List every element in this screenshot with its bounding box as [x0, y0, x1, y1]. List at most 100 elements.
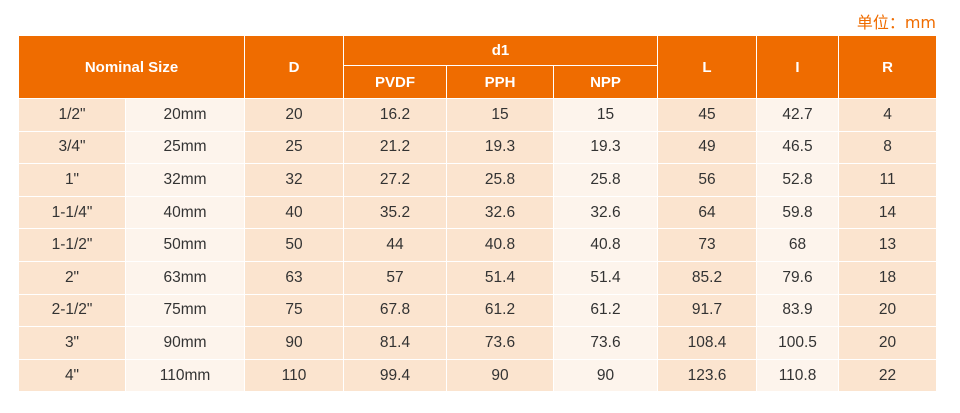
table-cell: 4": [18, 358, 126, 393]
table-cell: 40.8: [446, 228, 555, 262]
table-cell: 15: [446, 98, 555, 132]
table-cell: 81.4: [343, 326, 448, 360]
table-row: 1/2" 20mm 20 16.2 15 15 45 42.7 4: [18, 98, 938, 132]
table-cell: 32mm: [124, 163, 246, 197]
table-cell: 22: [838, 358, 938, 393]
table-cell: 68: [756, 228, 840, 262]
table-cell: 73.6: [553, 326, 659, 360]
table-cell: 14: [838, 195, 938, 230]
table-cell: 64: [657, 195, 758, 230]
table-cell: 67.8: [343, 293, 448, 328]
table-body: 1/2" 20mm 20 16.2 15 15 45 42.7 4 3/4" 25mm 25 21.2 1…: [18, 98, 938, 393]
table-cell: 75mm: [124, 293, 246, 328]
table-row: 1-1/2" 50mm 50 44 40.8 40.8 73 68 13: [18, 228, 938, 262]
table-cell: 35.2: [343, 195, 448, 230]
table-cell: 21.2: [343, 130, 448, 165]
table-cell: 61.2: [446, 293, 555, 328]
table-cell: 51.4: [446, 260, 555, 295]
table-cell: 3": [18, 326, 126, 360]
table-cell: 91.7: [657, 293, 758, 328]
table-cell: 20mm: [124, 98, 246, 132]
table-cell: 50mm: [124, 228, 246, 262]
table-cell: 2": [18, 260, 126, 295]
table-cell: 61.2: [553, 293, 659, 328]
table-cell: 110: [244, 358, 345, 393]
table-cell: 79.6: [756, 260, 840, 295]
table-row: 2-1/2" 75mm 75 67.8 61.2 61.2 91.7 83.9 20: [18, 293, 938, 328]
table-cell: 73: [657, 228, 758, 262]
table-cell: 85.2: [657, 260, 758, 295]
table-cell: 3/4": [18, 130, 126, 165]
table-cell: 15: [553, 98, 659, 132]
table-cell: 32.6: [553, 195, 659, 230]
table-cell: 4: [838, 98, 938, 132]
table-cell: 19.3: [446, 130, 555, 165]
table-cell: 75: [244, 293, 345, 328]
table-cell: 32.6: [446, 195, 555, 230]
header-cell: NPP: [553, 65, 659, 99]
header-cell: Nominal Size: [17, 35, 246, 99]
table-cell: 56: [657, 163, 758, 197]
table-cell: 63mm: [124, 260, 246, 295]
table-cell: 59.8: [756, 195, 840, 230]
table-cell: 49: [657, 130, 758, 165]
table-cell: 52.8: [756, 163, 840, 197]
table-cell: 90: [553, 358, 659, 393]
table-cell: 100.5: [756, 326, 840, 360]
table-cell: 27.2: [343, 163, 448, 197]
table-cell: 25: [244, 130, 345, 165]
table-cell: 25mm: [124, 130, 246, 165]
table-cell: 73.6: [446, 326, 555, 360]
table-row: 1-1/4" 40mm 40 35.2 32.6 32.6 64 59.8 14: [18, 195, 938, 230]
table-cell: 20: [838, 293, 938, 328]
table-cell: 2-1/2": [18, 293, 126, 328]
table-cell: 32: [244, 163, 345, 197]
table-cell: 57: [343, 260, 448, 295]
table-cell: 99.4: [343, 358, 448, 393]
header-cell: PPH: [446, 65, 555, 99]
header-cell: L: [657, 35, 758, 99]
table-cell: 50: [244, 228, 345, 262]
table-row: 4" 110mm 110 99.4 90 90 123.6 110.8 22: [18, 358, 938, 393]
table-cell: 51.4: [553, 260, 659, 295]
table-cell: 13: [838, 228, 938, 262]
table-cell: 108.4: [657, 326, 758, 360]
table-cell: 18: [838, 260, 938, 295]
header-cell: PVDF: [343, 65, 448, 99]
table-cell: 16.2: [343, 98, 448, 132]
table-cell: 90mm: [124, 326, 246, 360]
table-cell: 20: [244, 98, 345, 132]
header-cell: I: [756, 35, 840, 99]
table-cell: 63: [244, 260, 345, 295]
table-cell: 40mm: [124, 195, 246, 230]
spec-table: Nominal Size D d1 L I R PVDF PPH NPP 1/2…: [17, 35, 938, 393]
header-cell: D: [244, 35, 345, 99]
table-cell: 83.9: [756, 293, 840, 328]
table-row: 3" 90mm 90 81.4 73.6 73.6 108.4 100.5 20: [18, 326, 938, 360]
table-row: 2" 63mm 63 57 51.4 51.4 85.2 79.6 18: [18, 260, 938, 295]
table-cell: 90: [244, 326, 345, 360]
table-cell: 110mm: [124, 358, 246, 393]
table-cell: 25.8: [553, 163, 659, 197]
header-cell: d1: [343, 35, 659, 66]
table-cell: 20: [838, 326, 938, 360]
table-cell: 44: [343, 228, 448, 262]
table-cell: 45: [657, 98, 758, 132]
table-cell: 40.8: [553, 228, 659, 262]
table-row: 1" 32mm 32 27.2 25.8 25.8 56 52.8 11: [18, 163, 938, 197]
table-cell: 1-1/2": [18, 228, 126, 262]
header-cell: R: [838, 35, 938, 99]
table-cell: 1/2": [18, 98, 126, 132]
table-cell: 1": [18, 163, 126, 197]
table-cell: 90: [446, 358, 555, 393]
unit-label: 单位：mm: [856, 13, 936, 32]
table-cell: 1-1/4": [18, 195, 126, 230]
table-cell: 46.5: [756, 130, 840, 165]
table-cell: 40: [244, 195, 345, 230]
table-cell: 110.8: [756, 358, 840, 393]
table-cell: 19.3: [553, 130, 659, 165]
table-cell: 123.6: [657, 358, 758, 393]
table-cell: 8: [838, 130, 938, 165]
table-cell: 25.8: [446, 163, 555, 197]
